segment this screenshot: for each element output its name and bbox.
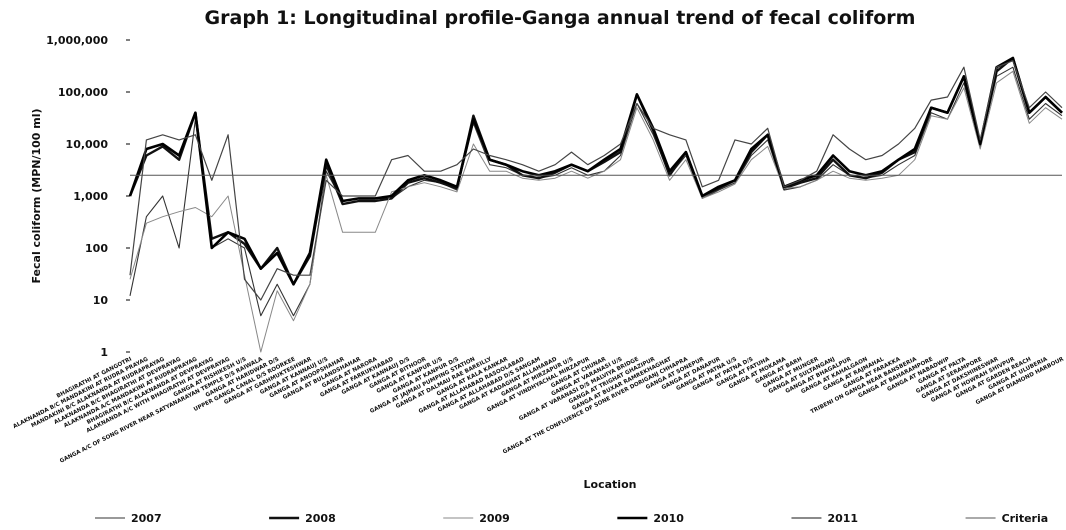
y-tick-label: 1,000,000 [46,34,108,47]
series-line [129,66,1063,317]
legend-label: 2007 [131,512,162,525]
legend-label: 2010 [653,512,684,525]
y-tick-label: 10 [93,294,109,307]
y-tick-label: 1 [100,346,108,359]
series-line [129,60,1063,301]
x-axis-label: Location [584,478,637,491]
legend-label: 2011 [827,512,858,525]
legend-label: 2009 [479,512,510,525]
legend-label: Criteria [1002,512,1049,525]
y-tick-label: 1,000 [73,190,108,203]
y-tick-label: 100 [85,242,108,255]
y-axis-label: Fecal coliform (MPN/100 ml) [30,108,43,283]
y-tick-label: 10,000 [66,138,109,151]
series-line [129,70,1063,353]
chart-title: Graph 1: Longitudinal profile-Ganga annu… [205,7,916,29]
y-tick-label: 100,000 [58,86,108,99]
legend-label: 2008 [305,512,336,525]
series-line [128,56,1063,286]
series-line [128,56,1063,286]
